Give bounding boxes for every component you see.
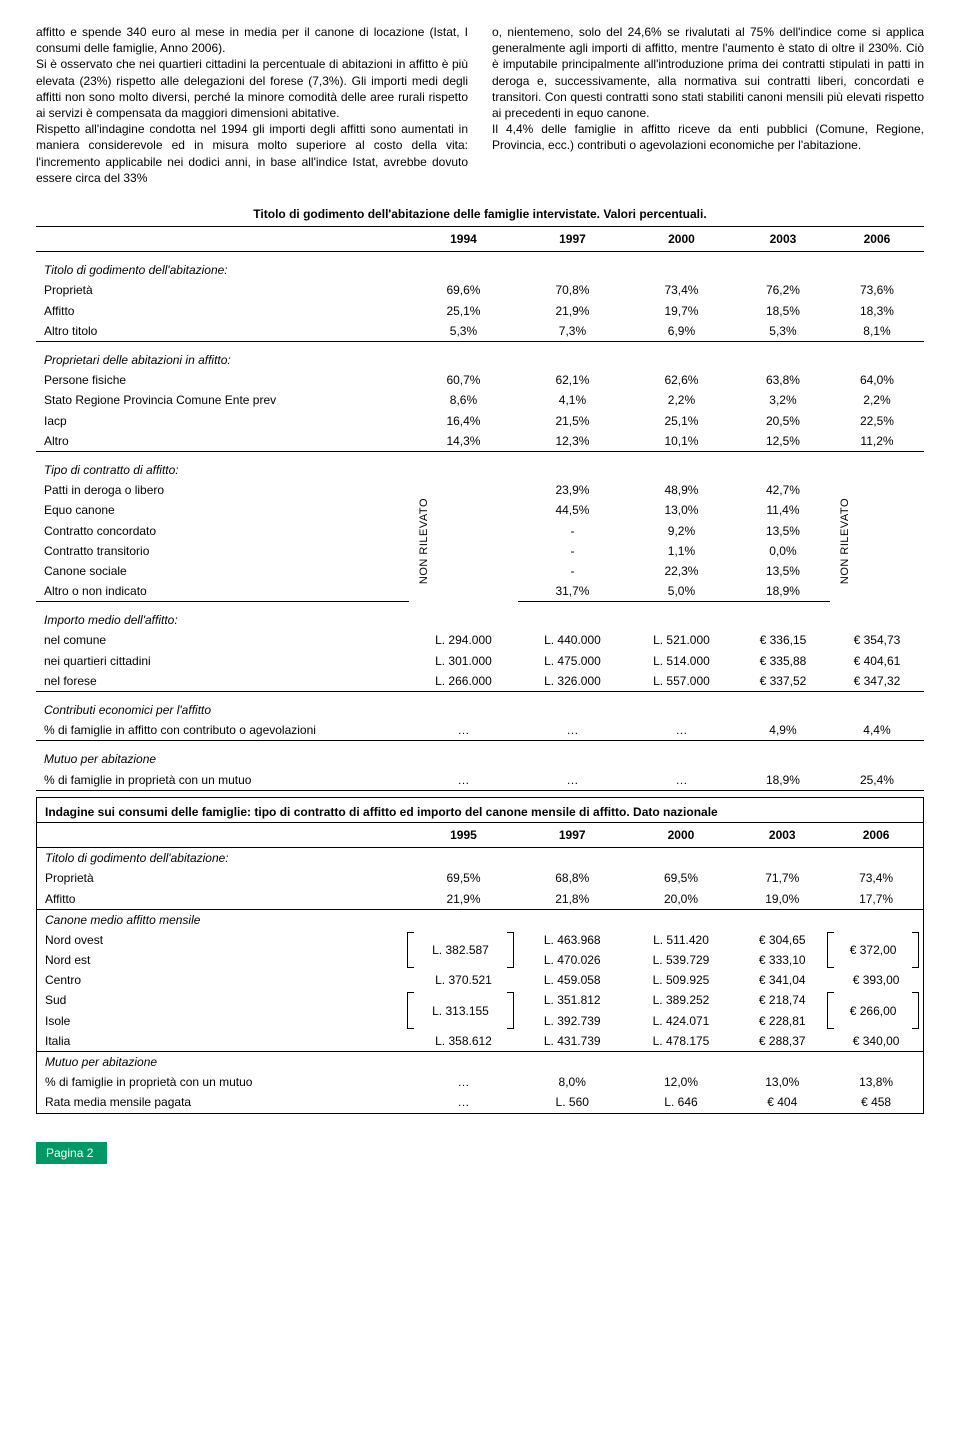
table-row: Patti in deroga o libero NON RILEVATO 23… bbox=[36, 480, 924, 500]
non-rilevato: NON RILEVATO bbox=[838, 498, 853, 584]
table-row: Stato Regione Provincia Comune Ente prev… bbox=[36, 390, 924, 410]
non-rilevato: NON RILEVATO bbox=[417, 498, 432, 584]
col-right: o, nientemeno, solo del 24,6% se rivalut… bbox=[492, 24, 924, 186]
table-row: Persone fisiche60,7%62,1%62,6%63,8%64,0% bbox=[36, 370, 924, 390]
table-1: 1994 1997 2000 2003 2006 Titolo di godim… bbox=[36, 226, 924, 791]
section-hdr: Importo medio dell'affitto: bbox=[36, 602, 924, 631]
yr: 1994 bbox=[409, 227, 518, 252]
table-row: Proprietà69,6%70,8%73,4%76,2%73,6% bbox=[36, 280, 924, 300]
table-row: Sud L. 313.155 L. 351.812L. 389.252€ 218… bbox=[37, 990, 923, 1010]
yr: 2006 bbox=[830, 227, 924, 252]
body-text: affitto e spende 340 euro al mese in med… bbox=[36, 24, 924, 186]
table-row: nel foreseL. 266.000L. 326.000L. 557.000… bbox=[36, 671, 924, 692]
section-hdr: Tipo di contratto di affitto: bbox=[36, 451, 924, 480]
table-row: Altro14,3%12,3%10,1%12,5%11,2% bbox=[36, 431, 924, 452]
yr: 2006 bbox=[829, 822, 923, 847]
table-row: Rata media mensile pagata…L. 560L. 646€ … bbox=[37, 1092, 923, 1112]
col-left: affitto e spende 340 euro al mese in med… bbox=[36, 24, 468, 186]
table-row: % di famiglie in affitto con contributo … bbox=[36, 720, 924, 741]
footer: Pagina 2 bbox=[36, 1142, 924, 1164]
table1-header-row: 1994 1997 2000 2003 2006 bbox=[36, 227, 924, 252]
bracket-value: € 266,00 bbox=[829, 990, 923, 1030]
section-hdr: Titolo di godimento dell'abitazione: bbox=[36, 252, 924, 281]
table1-title: Titolo di godimento dell'abitazione dell… bbox=[36, 206, 924, 222]
table-row: Affitto25,1%21,9%19,7%18,5%18,3% bbox=[36, 301, 924, 321]
table-row: % di famiglie in proprietà con un mutuo…… bbox=[37, 1072, 923, 1092]
section-hdr: Titolo di godimento dell'abitazione: bbox=[37, 848, 923, 869]
yr: 1997 bbox=[518, 822, 627, 847]
yr: 2003 bbox=[735, 822, 829, 847]
table-row: CentroL. 370.521L. 459.058L. 509.925€ 34… bbox=[37, 970, 923, 990]
section-hdr: Mutuo per abitazione bbox=[37, 1052, 923, 1073]
table-row: ItaliaL. 358.612L. 431.739L. 478.175€ 28… bbox=[37, 1031, 923, 1052]
table-row: nei quartieri cittadiniL. 301.000L. 475.… bbox=[36, 651, 924, 671]
table-row: % di famiglie in proprietà con un mutuo…… bbox=[36, 770, 924, 791]
bracket-value: L. 313.155 bbox=[409, 990, 518, 1030]
page-number: Pagina 2 bbox=[36, 1142, 107, 1164]
table-row: Nord ovest L. 382.587 L. 463.968L. 511.4… bbox=[37, 930, 923, 950]
section-hdr: Mutuo per abitazione bbox=[36, 741, 924, 770]
table-row: Proprietà69,5%68,8%69,5%71,7%73,4% bbox=[37, 868, 923, 888]
table-2: 1995 1997 2000 2003 2006 Titolo di godim… bbox=[37, 822, 923, 1113]
yr: 2000 bbox=[627, 227, 736, 252]
table-row: nel comuneL. 294.000L. 440.000L. 521.000… bbox=[36, 630, 924, 650]
table-row: Iacp16,4%21,5%25,1%20,5%22,5% bbox=[36, 411, 924, 431]
table-row: Affitto21,9%21,8%20,0%19,0%17,7% bbox=[37, 889, 923, 910]
table2-header-row: 1995 1997 2000 2003 2006 bbox=[37, 822, 923, 847]
yr: 2003 bbox=[736, 227, 830, 252]
section-hdr: Canone medio affitto mensile bbox=[37, 909, 923, 930]
table-row: Altro titolo5,3%7,3%6,9%5,3%8,1% bbox=[36, 321, 924, 342]
bracket-value: € 372,00 bbox=[829, 930, 923, 970]
table2-title: Indagine sui consumi delle famiglie: tip… bbox=[37, 798, 923, 822]
yr: 1997 bbox=[518, 227, 627, 252]
table-2-box: Indagine sui consumi delle famiglie: tip… bbox=[36, 797, 924, 1114]
yr: 2000 bbox=[627, 822, 736, 847]
section-hdr: Proprietari delle abitazioni in affitto: bbox=[36, 342, 924, 371]
bracket-value: L. 382.587 bbox=[409, 930, 518, 970]
yr: 1995 bbox=[409, 822, 518, 847]
section-hdr: Contributi economici per l'affitto bbox=[36, 692, 924, 721]
